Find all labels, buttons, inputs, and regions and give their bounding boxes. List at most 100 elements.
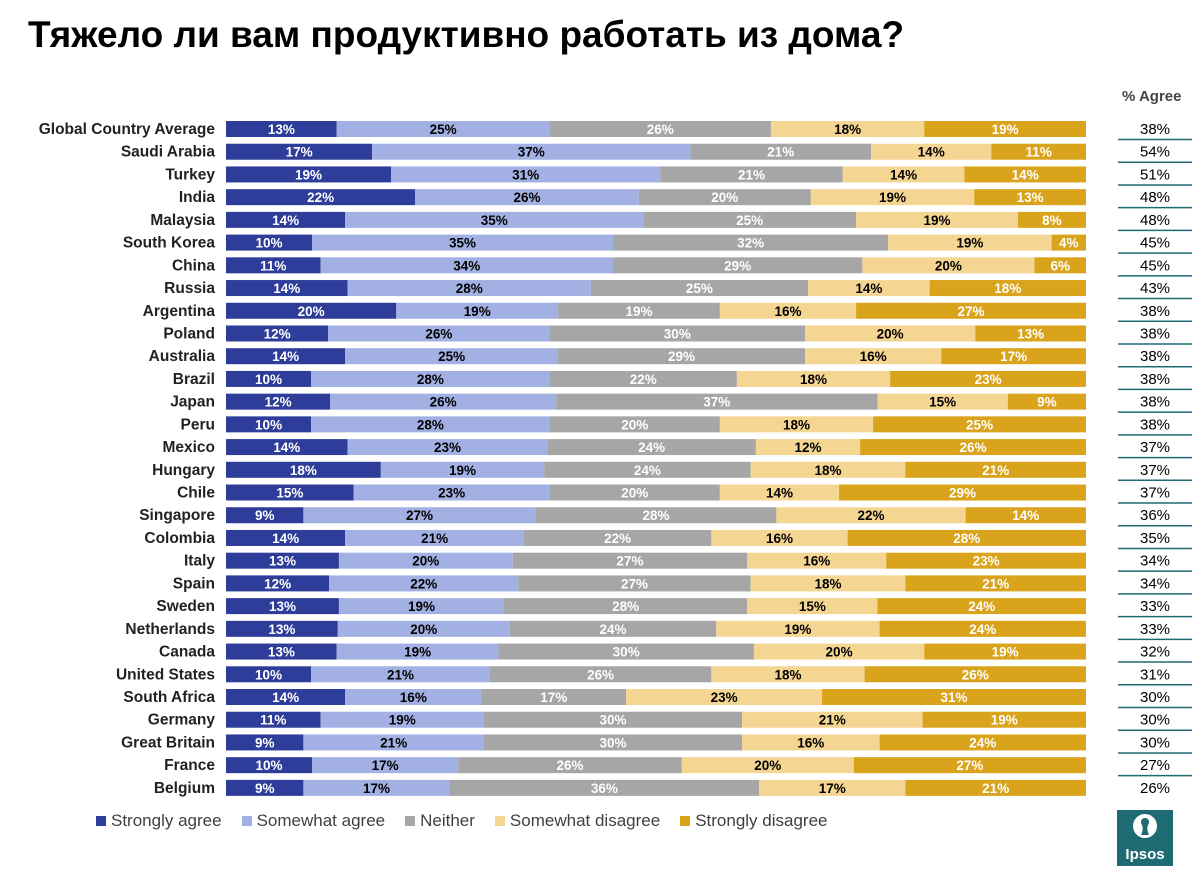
bar-colombia-somewhat-disagree [711, 529, 848, 546]
bar-australia-strongly-agree [226, 348, 346, 365]
data-label-germany-somewhat-disagree: 21% [819, 713, 846, 728]
data-label-japan-neither: 37% [703, 395, 730, 410]
data-label-sweden-strongly-agree: 13% [269, 599, 296, 614]
legend-swatch-strongly-disagree [680, 816, 691, 826]
bar-spain-strongly-agree [226, 575, 330, 592]
data-label-poland-strongly-disagree: 13% [1017, 326, 1044, 341]
legend-item-somewhat-agree: Somewhat agree [241, 811, 385, 831]
bar-poland-neither [549, 325, 806, 342]
data-label-hungary-strongly-disagree: 21% [982, 463, 1009, 478]
data-label-colombia-neither: 22% [604, 531, 631, 546]
bar-turkey-somewhat-agree [391, 166, 661, 183]
bar-colombia-strongly-agree [226, 529, 346, 546]
data-label-netherlands-strongly-agree: 13% [268, 622, 295, 637]
data-label-sweden-neither: 28% [612, 599, 639, 614]
bar-sweden-neither [503, 598, 748, 615]
bar-global-country-average-somewhat-disagree [770, 121, 925, 137]
bar-south-africa-somewhat-agree [345, 689, 482, 705]
data-label-chile-somewhat-disagree: 14% [766, 486, 793, 501]
bar-mexico-strongly-disagree [860, 439, 1086, 456]
data-label-great-britain-somewhat-disagree: 16% [797, 735, 824, 750]
bar-japan-somewhat-agree [330, 393, 557, 410]
percent-agree-chile: 37% [1140, 485, 1170, 502]
bar-mexico-somewhat-disagree [755, 439, 861, 456]
bar-colombia-strongly-disagree [847, 529, 1086, 546]
legend-item-somewhat-disagree: Somewhat disagree [494, 811, 660, 831]
legend-label-neither: Neither [420, 811, 475, 830]
percent-agree-south-korea: 45% [1140, 235, 1170, 252]
bar-united-states-somewhat-disagree [711, 666, 865, 683]
data-label-spain-strongly-disagree: 21% [982, 576, 1009, 591]
bar-brazil-somewhat-disagree [736, 370, 891, 387]
bar-argentina-somewhat-disagree [719, 302, 857, 319]
data-label-argentina-somewhat-disagree: 16% [774, 304, 801, 319]
data-label-chile-somewhat-agree: 23% [438, 486, 465, 501]
bar-saudi-arabia-neither [690, 143, 871, 160]
bar-saudi-arabia-somewhat-agree [372, 143, 691, 160]
data-label-malaysia-strongly-agree: 14% [272, 213, 299, 228]
bar-great-britain-strongly-disagree [879, 734, 1086, 751]
data-label-germany-strongly-agree: 11% [260, 713, 286, 728]
bar-india-somewhat-disagree [810, 189, 975, 206]
bar-australia-somewhat-disagree [805, 348, 942, 365]
category-label-italy: Italy [184, 553, 215, 570]
legend-item-strongly-disagree: Strongly disagree [680, 811, 828, 831]
data-label-italy-strongly-agree: 13% [269, 554, 296, 569]
bar-singapore-strongly-disagree [965, 507, 1086, 524]
percent-agree-australia: 38% [1140, 348, 1170, 365]
data-label-saudi-arabia-somewhat-disagree: 14% [918, 145, 945, 160]
data-label-spain-strongly-agree: 12% [264, 576, 291, 591]
data-label-russia-somewhat-disagree: 14% [855, 281, 882, 296]
data-label-malaysia-somewhat-agree: 35% [481, 213, 508, 228]
data-label-global-country-average-strongly-agree: 13% [268, 122, 295, 137]
bar-united-states-somewhat-agree [311, 666, 490, 683]
percent-agree-brazil: 38% [1140, 371, 1170, 388]
percent-agree-belgium: 26% [1140, 780, 1170, 797]
bar-netherlands-somewhat-agree [337, 620, 510, 637]
data-label-brazil-neither: 22% [630, 372, 657, 387]
bar-great-britain-somewhat-disagree [742, 734, 880, 751]
data-label-turkey-strongly-agree: 19% [295, 167, 322, 182]
bar-germany-somewhat-agree [320, 711, 484, 728]
percent-agree-mexico: 37% [1140, 439, 1170, 456]
data-label-turkey-somewhat-agree: 31% [512, 167, 539, 182]
data-label-france-strongly-agree: 10% [255, 758, 282, 773]
ipsos-logo: Ipsos [1117, 810, 1173, 866]
stacked-bar-chart: Global Country Average 13% 25% 26% 18% 19% 38%… [39, 121, 1192, 797]
data-label-germany-neither: 30% [599, 713, 626, 728]
data-label-brazil-strongly-disagree: 23% [975, 372, 1002, 387]
category-label-saudi-arabia: Saudi Arabia [121, 144, 216, 161]
bar-spain-neither [518, 575, 751, 592]
data-label-colombia-strongly-disagree: 28% [953, 531, 980, 546]
data-label-sweden-somewhat-disagree: 15% [799, 599, 826, 614]
percent-agree-canada: 32% [1140, 644, 1170, 661]
data-label-saudi-arabia-neither: 21% [767, 145, 794, 160]
chart-title: Тяжело ли вам продуктивно работать из до… [28, 14, 905, 55]
percent-agree-united-states: 31% [1140, 666, 1170, 683]
percent-agree-turkey: 51% [1140, 166, 1170, 183]
data-label-canada-somewhat-agree: 19% [404, 645, 431, 660]
bar-spain-strongly-disagree [905, 575, 1086, 592]
percent-agree-italy: 34% [1140, 553, 1170, 570]
data-label-italy-somewhat-disagree: 16% [803, 554, 830, 569]
category-label-malaysia: Malaysia [150, 212, 215, 229]
percent-agree-header: % Agree [1122, 88, 1182, 105]
percent-agree-poland: 38% [1140, 325, 1170, 342]
data-label-canada-somewhat-disagree: 20% [826, 645, 853, 660]
data-label-brazil-somewhat-disagree: 18% [800, 372, 827, 387]
bar-global-country-average-neither [549, 121, 771, 137]
data-label-australia-strongly-agree: 14% [272, 349, 299, 364]
percent-agree-colombia: 35% [1140, 530, 1170, 547]
bar-sweden-strongly-disagree [877, 598, 1086, 615]
bar-belgium-neither [449, 779, 760, 796]
bar-china-strongly-disagree [1034, 257, 1086, 274]
percent-agree-singapore: 36% [1140, 507, 1170, 524]
bar-mexico-strongly-agree [226, 439, 348, 456]
data-label-sweden-somewhat-agree: 19% [408, 599, 435, 614]
bar-saudi-arabia-strongly-disagree [991, 143, 1086, 160]
data-label-china-strongly-disagree: 6% [1050, 258, 1070, 273]
ipsos-logo-icon [1133, 814, 1157, 838]
data-label-china-somewhat-agree: 34% [453, 258, 480, 273]
data-label-peru-somewhat-disagree: 18% [783, 417, 810, 432]
bar-spain-somewhat-disagree [750, 575, 906, 592]
